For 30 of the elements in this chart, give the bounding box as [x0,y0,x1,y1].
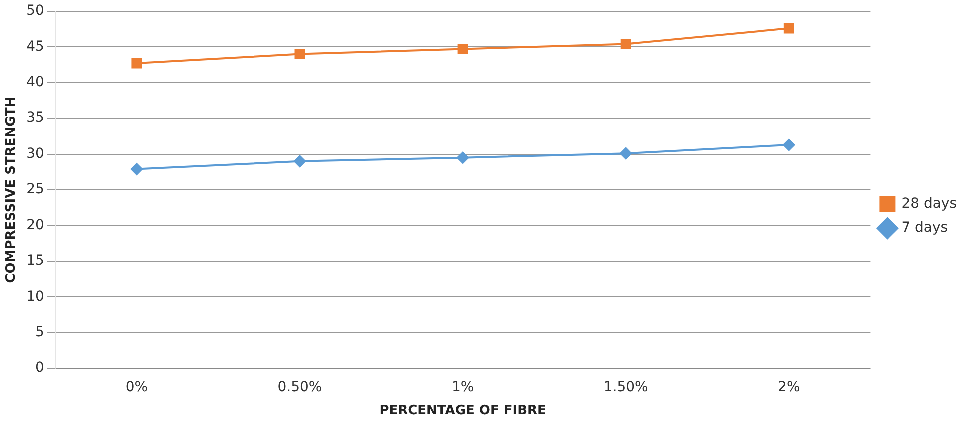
y-tick-label: 0 [35,360,44,376]
y-tick-label: 20 [26,217,44,234]
point [783,138,796,151]
point [458,44,468,55]
point [620,39,632,50]
point [784,23,794,34]
point [130,163,143,176]
x-tick-label: 0.50% [278,380,322,396]
point [620,148,632,160]
y-tick-label: 10 [26,288,44,305]
y-tick-label: 15 [26,253,44,270]
y-tick-label: 25 [26,182,44,198]
y-tick-label: 35 [26,110,44,126]
y-tick-label: 50 [26,3,44,20]
y-tick-label: 40 [26,74,44,90]
legend-label: 28 days [902,196,958,212]
x-tick-label: 0% [126,380,148,396]
y-tick-label: 45 [26,38,44,55]
point [294,49,306,60]
x-axis-title: PERCENTAGE OF FIBRE [380,404,546,419]
x-tick-label: 2% [778,380,800,396]
x-tick-label: 1.50% [604,380,648,396]
legend-label: 7 days [902,220,948,236]
point [132,58,142,69]
y-tick-label: 30 [26,146,44,162]
point [457,152,470,164]
y-tick-label: 5 [35,324,44,341]
y-axis-title: COMPRESSIVE STRENGTH [4,96,20,284]
x-tick-label: 1% [452,380,474,396]
point [294,155,306,168]
